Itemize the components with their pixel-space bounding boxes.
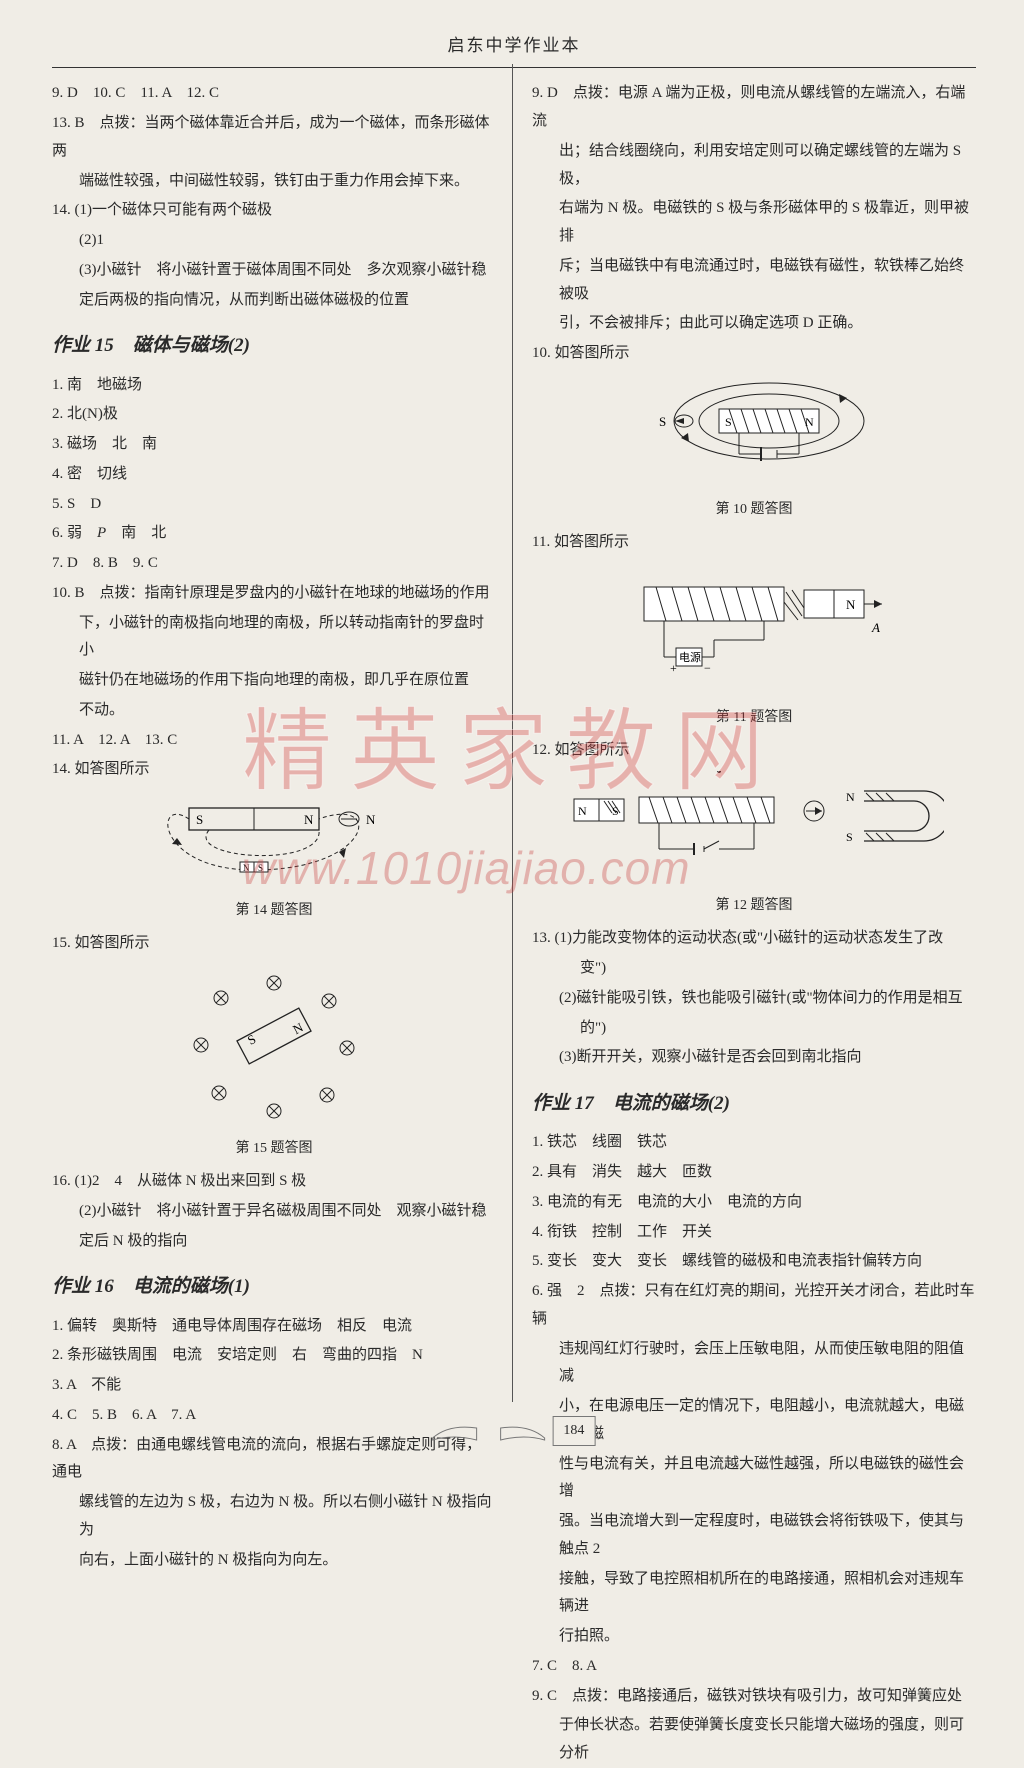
answer-line: 11. A 12. A 13. C xyxy=(52,727,496,755)
answer-line: 定后两极的指向情况，从而判断出磁体磁极的位置 xyxy=(52,287,496,315)
answer-line: (3)断开开关，观察小磁针是否会回到南北指向 xyxy=(532,1044,976,1072)
svg-text:N: N xyxy=(578,804,587,818)
svg-text:N: N xyxy=(846,597,856,612)
figure-11: N A 电源 + − xyxy=(532,562,976,731)
answer-line: 5. 变长 变大 变长 螺线管的磁极和电流表指针偏转方向 xyxy=(532,1248,976,1276)
answer-line: 7. C 8. A xyxy=(532,1653,976,1681)
answer-line: 3. 电流的有无 电流的大小 电流的方向 xyxy=(532,1189,976,1217)
answer-line: 13. (1)力能改变物体的运动状态(或"小磁针的运动状态发生了改 xyxy=(532,925,976,953)
book-icon xyxy=(429,1417,549,1445)
answer-line: 行拍照。 xyxy=(532,1623,976,1651)
answer-line: 9. D 点拨：电源 A 端为正极，则电流从螺线管的左端流入，右端流 xyxy=(532,80,976,136)
section-title-16: 作业 16 电流的磁场(1) xyxy=(52,1269,496,1304)
column-separator xyxy=(512,64,513,1402)
answer-line: 右端为 N 极。电磁铁的 S 极与条形磁体甲的 S 极靠近，则甲被排 xyxy=(532,195,976,251)
svg-text:S: S xyxy=(659,414,666,429)
answer-line: 螺线管的左边为 S 极，右边为 N 极。所以右侧小磁针 N 极指向为 xyxy=(52,1489,496,1545)
answer-line: (2)1 xyxy=(52,227,496,255)
answer-line: 9. C 点拨：电路接通后，磁铁对铁块有吸引力，故可知弹簧应处 xyxy=(532,1683,976,1711)
svg-text:−: − xyxy=(704,661,711,675)
answer-line: 磁针仍在地磁场的作用下指向地理的南极，即几乎在原位置 xyxy=(52,667,496,695)
figure-12: N S xyxy=(532,771,976,920)
two-column-layout: 9. D 10. C 11. A 12. C 13. B 点拨：当两个磁体靠近合… xyxy=(52,80,976,1420)
answer-line: 16. (1)2 4 从磁体 N 极出来回到 S 极 xyxy=(52,1168,496,1196)
answer-line: 端磁性较强，中间磁性较弱，铁钉由于重力作用会掉下来。 xyxy=(52,168,496,196)
answer-line: 2. 具有 消失 越大 匝数 xyxy=(532,1159,976,1187)
answer-line: 定后 N 极的指向 xyxy=(52,1228,496,1256)
svg-text:N: N xyxy=(366,812,376,827)
answer-line: 14. (1)一个磁体只可能有两个磁极 xyxy=(52,197,496,225)
figure-10: S N S 第 10 题答图 xyxy=(532,374,976,523)
answer-line: 4. 衔铁 控制 工作 开关 xyxy=(532,1219,976,1247)
answer-line: 引，不会被排斥；由此可以确定选项 D 正确。 xyxy=(532,310,976,338)
answer-line: 11. 如答图所示 xyxy=(532,529,976,557)
answer-line: 5. S D xyxy=(52,491,496,519)
figure-15-caption: 第 15 题答图 xyxy=(52,1136,496,1162)
answer-line: 6. 强 2 点拨：只有在红灯亮的期间，光控开关才闭合，若此时车辆 xyxy=(532,1278,976,1334)
figure-12-caption: 第 12 题答图 xyxy=(532,893,976,919)
svg-text:S: S xyxy=(258,863,263,873)
page-number-wrap: 184 xyxy=(429,1417,596,1446)
svg-text:+: + xyxy=(670,661,677,675)
answer-line: 于伸长状态。若要使弹簧长度变长只能增大磁场的强度，则可分析 xyxy=(532,1712,976,1768)
figure-14: S N N N S 第 14 题答图 xyxy=(52,790,496,924)
answer-line: (3)小磁针 将小磁针置于磁体周围不同处 多次观察小磁针稳 xyxy=(52,257,496,285)
figure-14-caption: 第 14 题答图 xyxy=(52,898,496,924)
answer-line: 性与电流有关，并且电流越大磁性越强，所以电磁铁的磁性会增 xyxy=(532,1451,976,1507)
svg-text:A: A xyxy=(871,620,880,635)
left-column: 9. D 10. C 11. A 12. C 13. B 点拨：当两个磁体靠近合… xyxy=(52,80,506,1420)
svg-text:S: S xyxy=(245,1032,258,1049)
section-title-17: 作业 17 电流的磁场(2) xyxy=(532,1086,976,1121)
answer-line: 1. 铁芯 线圈 铁芯 xyxy=(532,1129,976,1157)
answer-line: 4. 密 切线 xyxy=(52,461,496,489)
answer-line: 下，小磁针的南极指向地理的南极，所以转动指南针的罗盘时小 xyxy=(52,610,496,666)
answer-line: 14. 如答图所示 xyxy=(52,756,496,784)
page-number: 184 xyxy=(552,1416,595,1446)
svg-text:N: N xyxy=(243,863,250,873)
figure-10-caption: 第 10 题答图 xyxy=(532,497,976,523)
svg-text:N: N xyxy=(846,790,855,804)
answer-line: 2. 条形磁铁周围 电流 安培定则 右 弯曲的四指 N xyxy=(52,1342,496,1370)
answer-line: 15. 如答图所示 xyxy=(52,930,496,958)
svg-text:S: S xyxy=(725,415,732,429)
figure-11-caption: 第 11 题答图 xyxy=(532,705,976,731)
label-N: N xyxy=(304,812,314,827)
svg-text:S: S xyxy=(612,804,619,818)
answer-line: 的") xyxy=(532,1015,976,1043)
right-column: 9. D 点拨：电源 A 端为正极，则电流从螺线管的左端流入，右端流 出；结合线… xyxy=(522,80,976,1420)
power-label: 电源 xyxy=(679,650,701,664)
answer-line: 3. A 不能 xyxy=(52,1372,496,1400)
answer-line: 3. 磁场 北 南 xyxy=(52,431,496,459)
answer-line: 7. D 8. B 9. C xyxy=(52,550,496,578)
answer-line: 9. D 10. C 11. A 12. C xyxy=(52,80,496,108)
label-S: S xyxy=(196,812,203,827)
answer-line: 违规闯红灯行驶时，会压上压敏电阻，从而使压敏电阻的阻值减 xyxy=(532,1336,976,1392)
answer-line: 2. 北(N)极 xyxy=(52,401,496,429)
answer-line: 10. 如答图所示 xyxy=(532,340,976,368)
answer-line: 1. 南 地磁场 xyxy=(52,372,496,400)
figure-15: S N xyxy=(52,963,496,1162)
answer-line: 向右，上面小磁针的 N 极指向为向左。 xyxy=(52,1547,496,1575)
answer-line: 小，在电源电压一定的情况下，电阻越小，电流就越大，电磁铁的磁 xyxy=(532,1393,976,1449)
answer-line: 接触，导致了电控照相机所在的电路接通，照相机会对违规车辆进 xyxy=(532,1566,976,1622)
answer-line: 13. B 点拨：当两个磁体靠近合并后，成为一个磁体，而条形磁体两 xyxy=(52,110,496,166)
header-rule xyxy=(52,67,976,68)
answer-line: 10. B 点拨：指南针原理是罗盘内的小磁针在地球的地磁场的作用 xyxy=(52,580,496,608)
page-header-title: 启东中学作业本 xyxy=(52,30,976,61)
svg-text:N: N xyxy=(805,415,814,429)
answer-line: 出；结合线圈绕向，利用安培定则可以确定螺线管的左端为 S 极， xyxy=(532,138,976,194)
answer-line: 6. 弱 P 南 北 xyxy=(52,520,496,548)
answer-line: 强。当电流增大到一定程度时，电磁铁会将衔铁吸下，使其与触点 2 xyxy=(532,1508,976,1564)
answer-line: 斥；当电磁铁中有电流通过时，电磁铁有磁性，软铁棒乙始终被吸 xyxy=(532,253,976,309)
section-title-15: 作业 15 磁体与磁场(2) xyxy=(52,328,496,363)
answer-line: 1. 偏转 奥斯特 通电导体周围存在磁场 相反 电流 xyxy=(52,1313,496,1341)
answer-line: 变") xyxy=(532,955,976,983)
answer-line: 12. 如答图所示 xyxy=(532,737,976,765)
answer-line: 不动。 xyxy=(52,697,496,725)
answer-line: (2)磁针能吸引铁，铁也能吸引磁针(或"物体间力的作用是相互 xyxy=(532,985,976,1013)
answer-line: (2)小磁针 将小磁针置于异名磁极周围不同处 观察小磁针稳 xyxy=(52,1198,496,1226)
svg-text:S: S xyxy=(846,830,853,844)
